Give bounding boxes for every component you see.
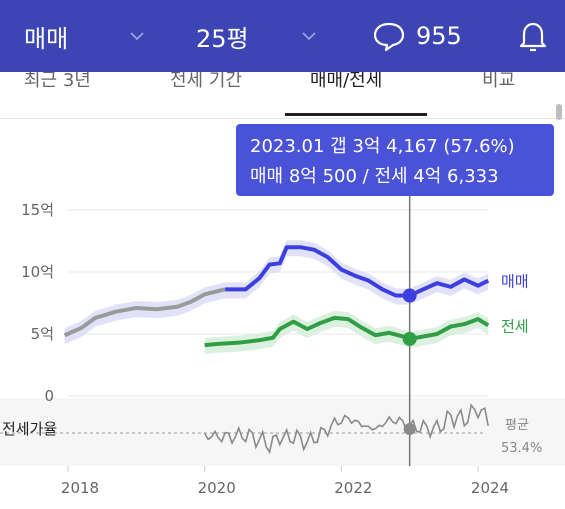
- scrollbar[interactable]: [556, 104, 562, 120]
- tooltip-price-line: 매매 8억 500 / 전세 4억 6,333: [250, 166, 499, 187]
- jeonse-ratio-line: [204, 403, 489, 455]
- price-tooltip: 2023.01 갭 3억 4,167 (57.6%) 매매 8억 500 / 전…: [236, 124, 554, 196]
- top-bar: 매매 25평 955: [0, 0, 565, 72]
- tooltip-gap-line: 2023.01 갭 3억 4,167 (57.6%): [250, 136, 515, 157]
- size-label: 25평: [196, 24, 249, 53]
- notifications-button[interactable]: [518, 0, 548, 72]
- jeonse-ratio-label: 전세가율: [2, 420, 57, 438]
- jeonse-point-marker: [402, 331, 417, 346]
- chat-bubble-icon: [373, 22, 405, 52]
- jeonse-price-range-band: [204, 310, 489, 355]
- y-tick-label: 0: [44, 387, 54, 405]
- price-chart[interactable]: 15억 10억 5억 0 2018 2020 2022 2024 매매 전세 전세가율 평균…: [0, 118, 565, 509]
- y-tick-label: 10억: [21, 263, 54, 281]
- average-label: 평균: [505, 418, 529, 433]
- past-sale-line: [63, 287, 226, 338]
- x-tick-label: 2020: [198, 479, 236, 497]
- average-value: 53.4%: [501, 441, 542, 456]
- x-axis-ticks: 2018 2020 2022 2024: [61, 466, 509, 497]
- ratio-point-marker: [403, 423, 416, 435]
- period-tabs: 최근 3년 전세 기간 매매/전세 비교: [0, 72, 565, 119]
- tab-jeonse-period[interactable]: 전세 기간: [170, 72, 242, 91]
- chevron-down-icon[interactable]: [302, 32, 316, 41]
- x-tick-label: 2022: [334, 479, 372, 497]
- y-tick-label: 5억: [31, 325, 54, 343]
- tab-sale-jeonse[interactable]: 매매/전세: [310, 72, 383, 91]
- y-axis-ticks: 15억 10억 5억 0: [21, 201, 54, 405]
- ratio-sub-chart-bg: [0, 398, 565, 466]
- active-tab-underline: [285, 113, 427, 116]
- x-tick-label: 2018: [61, 479, 99, 497]
- tab-compare[interactable]: 비교: [482, 72, 516, 91]
- trade-type-label: 매매: [24, 24, 69, 53]
- trade-type-select[interactable]: 매매: [24, 0, 68, 72]
- sale-price-line: [225, 245, 490, 298]
- comment-count: 955: [416, 22, 462, 50]
- tab-recent-3y[interactable]: 최근 3년: [24, 72, 91, 91]
- y-tick-label: 15억: [21, 201, 54, 219]
- chevron-down-icon[interactable]: [130, 32, 144, 41]
- comments-button[interactable]: 955: [372, 0, 462, 72]
- size-select[interactable]: 25평: [196, 0, 249, 72]
- jeonse-price-line: [204, 315, 490, 348]
- sale-series-label: 매매: [501, 273, 529, 291]
- jeonse-series-label: 전세: [501, 317, 529, 335]
- sale-point-marker: [402, 288, 417, 303]
- x-tick-label: 2024: [471, 479, 509, 497]
- bell-icon: [519, 22, 547, 52]
